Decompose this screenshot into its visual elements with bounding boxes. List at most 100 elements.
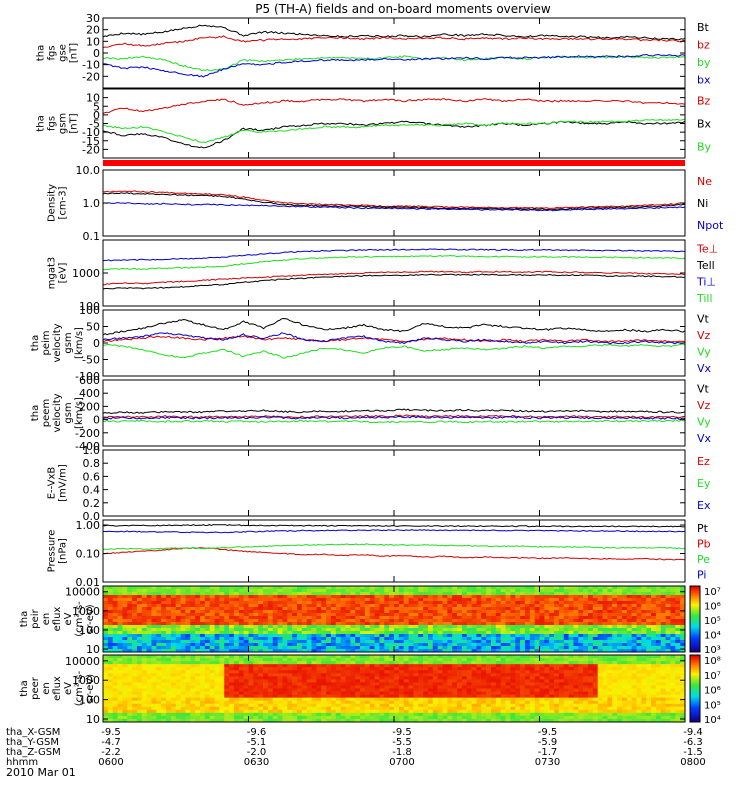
- spectrogram-cell: [224, 637, 230, 641]
- spectrogram-cell: [122, 694, 128, 698]
- spectrogram-cell: [287, 673, 293, 677]
- spectrogram-cell: [437, 610, 443, 614]
- spectrogram-cell: [306, 634, 312, 638]
- spectrogram-cell: [340, 628, 346, 632]
- spectrogram-cell: [272, 598, 278, 602]
- spectrogram-cell: [505, 658, 511, 662]
- spectrogram-cell: [219, 709, 225, 714]
- spectrogram-cell: [233, 604, 240, 608]
- spectrogram-cell: [156, 712, 162, 717]
- spectrogram-cell: [355, 625, 361, 629]
- spectrogram-cell: [418, 598, 424, 602]
- spectrogram-cell: [326, 676, 332, 680]
- spectrogram-cell: [360, 685, 366, 689]
- spectrogram-cell: [141, 622, 147, 626]
- spectrogram-cell: [326, 604, 332, 608]
- spectrogram-cell: [602, 643, 608, 647]
- spectrogram-cell: [166, 691, 172, 695]
- spectrogram-cell: [209, 604, 215, 608]
- spectrogram-cell: [646, 607, 652, 611]
- spectrogram-cell: [350, 661, 356, 665]
- spectrogram-cell: [233, 601, 240, 605]
- spectrogram-cell: [136, 676, 143, 680]
- spectrogram-cell: [297, 694, 303, 698]
- spectrogram-cell: [602, 598, 608, 602]
- spectrogram-cell: [248, 688, 254, 692]
- spectrogram-cell: [675, 631, 681, 635]
- spectrogram-cell: [190, 643, 196, 647]
- spectrogram-cell: [180, 622, 186, 626]
- spectrogram-cell: [471, 691, 477, 695]
- spectrogram-cell: [248, 595, 254, 599]
- spectrogram-cell: [272, 718, 278, 723]
- spectrogram-cell: [282, 604, 288, 608]
- spectrogram-cell: [486, 715, 492, 720]
- spectrogram-cell: [510, 670, 516, 674]
- spectrogram-cell: [403, 616, 409, 620]
- spectrogram-cell: [510, 631, 516, 635]
- spectrogram-cell: [277, 649, 283, 653]
- spectrogram-cell: [471, 631, 477, 635]
- spectrogram-cell: [166, 604, 172, 608]
- spectrogram-cell: [335, 628, 341, 632]
- spectrogram-cell: [534, 607, 540, 611]
- spectrogram-cell: [646, 637, 652, 641]
- spectrogram-cell: [471, 694, 477, 698]
- spectrogram-cell: [175, 658, 181, 662]
- spectrogram-cell: [267, 679, 274, 683]
- spectrogram-cell: [394, 709, 400, 714]
- spectrogram-cell: [539, 685, 545, 689]
- spectrogram-cell: [151, 610, 157, 614]
- spectrogram-cell: [224, 628, 230, 632]
- spectrogram-cell: [166, 655, 172, 659]
- spectrogram-cell: [524, 637, 531, 641]
- spectrogram-cell: [233, 586, 240, 590]
- spectrogram-cell: [103, 679, 109, 683]
- spectrogram-cell: [190, 697, 196, 701]
- spectrogram-cell: [554, 586, 560, 590]
- spectrogram-cell: [321, 712, 327, 717]
- spectrogram-cell: [316, 649, 322, 653]
- spectrogram-cell: [146, 616, 152, 620]
- spectrogram-cell: [578, 604, 584, 608]
- spectrogram-cell: [107, 664, 113, 668]
- spectrogram-cell: [466, 631, 472, 635]
- spectrogram-cell: [204, 718, 210, 723]
- spectrogram-cell: [534, 601, 540, 605]
- spectrogram-cell: [136, 706, 143, 711]
- spectrogram-cell: [287, 586, 293, 590]
- spectrogram-cell: [107, 682, 113, 686]
- spectrogram-cell: [233, 616, 240, 620]
- spectrogram-cell: [578, 616, 584, 620]
- spectrogram-cell: [219, 667, 225, 671]
- spectrogram-cell: [369, 718, 375, 723]
- spectrogram-cell: [311, 607, 317, 611]
- spectrogram-cell: [330, 625, 337, 629]
- spectrogram-cell: [156, 640, 162, 644]
- spectrogram-cell: [355, 592, 361, 596]
- spectrogram-cell: [127, 715, 133, 720]
- spectrogram-cell: [583, 616, 589, 620]
- spectrogram-cell: [636, 604, 642, 608]
- spectrogram-cell: [204, 625, 210, 629]
- spectrogram-cell: [427, 616, 434, 620]
- spectrogram-cell: [112, 625, 118, 629]
- spectrogram-cell: [214, 718, 220, 723]
- spectrogram-cell: [675, 607, 681, 611]
- spectrogram-cell: [403, 592, 409, 596]
- spectrogram-cell: [287, 592, 293, 596]
- spectrogram-cell: [529, 694, 535, 698]
- spectrogram-cell: [253, 610, 259, 614]
- spectrogram-cell: [224, 640, 230, 644]
- spectrogram-cell: [166, 658, 172, 662]
- spectrogram-cell: [141, 595, 147, 599]
- spectrogram-cell: [655, 634, 662, 638]
- spectrogram-cell: [287, 706, 293, 711]
- spectrogram-cell: [675, 613, 681, 617]
- spectrogram-cell: [112, 592, 118, 596]
- spectrogram-cell: [292, 610, 298, 614]
- spectrogram-cell: [481, 586, 487, 590]
- spectrogram-cell: [180, 604, 186, 608]
- spectrogram-cell: [486, 673, 492, 677]
- spectrogram-cell: [277, 694, 283, 698]
